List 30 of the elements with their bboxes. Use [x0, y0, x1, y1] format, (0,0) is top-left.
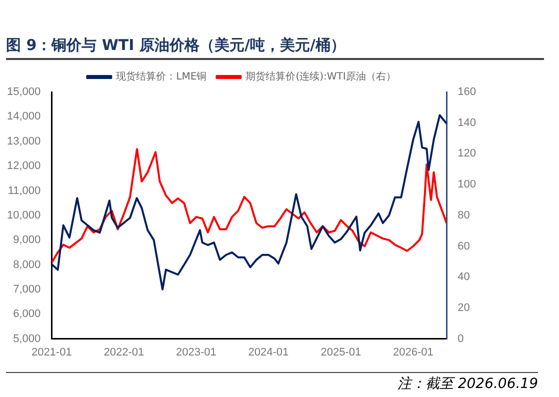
- y2-tick-label: 80: [458, 209, 470, 222]
- y-tick-label: 10,000: [6, 209, 41, 222]
- y-tick-label: 14,000: [6, 110, 41, 123]
- x-tick-label: 2026-01: [393, 346, 434, 358]
- legend-label: 现货结算价：LME铜: [116, 70, 207, 83]
- y-tick-label: 13,000: [6, 135, 41, 148]
- legend-label: 期货结算价(连续):WTI原油（右）: [246, 70, 396, 83]
- y-tick-label: 6,000: [13, 308, 41, 320]
- y-tick-label: 12,000: [6, 160, 41, 172]
- x-tick-label: 2025-01: [320, 346, 362, 358]
- y-tick-label: 8,000: [13, 258, 41, 271]
- y2-tick-label: 60: [458, 240, 470, 252]
- x-tick-label: 2023-01: [176, 346, 216, 358]
- y-tick-label: 15,000: [6, 86, 41, 98]
- x-tick-label: 2021-01: [31, 346, 72, 358]
- x-tick-label: 2022-01: [104, 346, 144, 358]
- y2-tick-label: 120: [458, 148, 476, 160]
- y-tick-label: 5,000: [13, 332, 41, 345]
- y2-tick-label: 0: [458, 332, 464, 345]
- y-tick-label: 7,000: [13, 283, 41, 296]
- y-tick-label: 11,000: [8, 184, 41, 197]
- y2-tick-label: 140: [458, 116, 476, 129]
- chart-title: 图 9：铜价与 WTI 原油价格（美元/吨，美元/桶）: [6, 36, 544, 60]
- y2-tick-label: 160: [458, 86, 476, 98]
- y2-tick-label: 20: [458, 302, 470, 314]
- x-tick-label: 2024-01: [248, 346, 289, 358]
- y-tick-label: 9,000: [13, 234, 41, 246]
- text: 注：截至 2026.06.19: [6, 372, 538, 393]
- y2-tick-label: 100: [458, 178, 476, 191]
- y2-tick-label: 40: [458, 271, 470, 284]
